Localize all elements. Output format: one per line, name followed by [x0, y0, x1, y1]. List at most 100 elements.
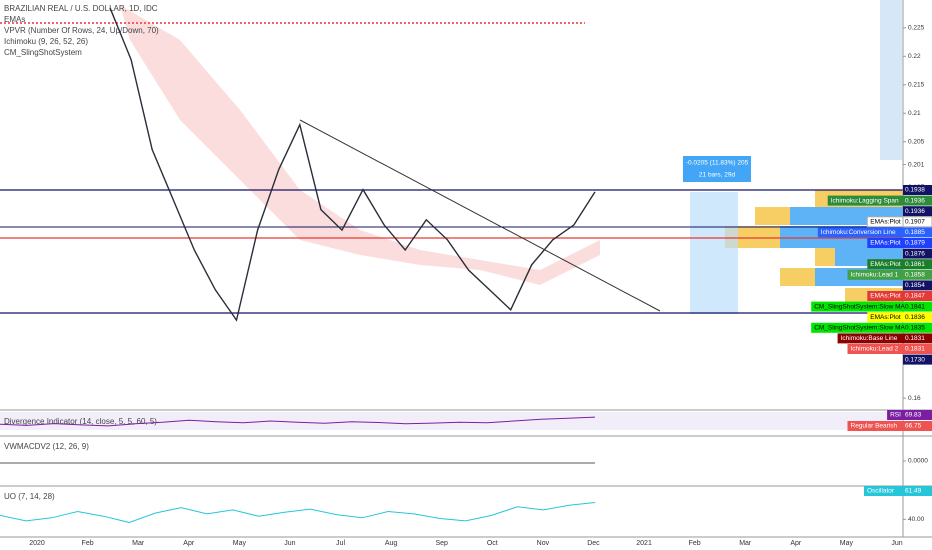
x-tick-label: Nov — [537, 540, 550, 547]
y-tick-label: 0.201 — [908, 161, 925, 168]
y-tick-label: 40.00 — [908, 516, 925, 523]
price-tag-value: 0.1847 — [905, 293, 925, 300]
line-series — [0, 416, 596, 427]
price-tag — [903, 206, 932, 217]
y-tick-label: 0.16 — [908, 395, 921, 402]
x-tick-label: Apr — [790, 540, 802, 547]
legend-item: VPVR (Number Of Rows, 24, Up/Down, 70) — [4, 26, 159, 35]
price-tag — [903, 185, 932, 195]
line-series — [109, 7, 596, 322]
x-tick-label: Apr — [183, 540, 195, 547]
y-tick-label: 0.225 — [908, 25, 925, 32]
price-tag — [903, 291, 932, 301]
price-tag-value: 0.1938 — [905, 187, 925, 194]
legend-item: Ichimoku (9, 26, 52, 26) — [4, 37, 88, 46]
price-tag-label — [866, 216, 904, 228]
price-tag-value: 0.1835 — [905, 325, 925, 332]
price-tag-label — [847, 344, 903, 354]
pane-title: VWMACDV2 (12, 26, 9) — [4, 442, 89, 451]
measure-text: 21 bars, 29d — [699, 172, 736, 179]
price-tag-name: Ichimoku:Lead 2 — [851, 346, 899, 353]
price-tag-value: 0.1836 — [905, 314, 925, 321]
price-tag-label — [867, 312, 903, 323]
pane-tag-value: 69.83 — [905, 412, 922, 419]
price-tag-name: EMAs:Plot — [870, 293, 901, 300]
price-tag-value: 0.1936 — [905, 208, 925, 215]
x-tick-label: 2021 — [636, 540, 652, 547]
y-tick-label: 0.21 — [908, 110, 921, 117]
price-tag-name: CM_SlingShotSystem:Slow MA — [814, 325, 905, 332]
price-tag-value: 0.1841 — [905, 303, 925, 310]
price-tag — [903, 322, 932, 333]
price-tag-label — [837, 333, 903, 344]
pane-title: UO (7, 14, 28) — [4, 492, 55, 501]
pane-tag-value: 66.75 — [905, 423, 922, 430]
price-tag-name: EMAs:Plot — [870, 240, 901, 247]
x-tick-label: May — [233, 540, 247, 547]
x-tick-label: Feb — [82, 540, 94, 547]
pane-tag — [887, 410, 932, 420]
x-tick-label: Aug — [385, 540, 398, 547]
price-tag-value: 0.1879 — [905, 240, 925, 247]
price-tag — [903, 269, 932, 280]
price-tag-name: CM_SlingShotSystem:Slow MA — [814, 303, 905, 310]
price-tag — [903, 195, 932, 206]
price-tag-value: 0.1854 — [905, 282, 925, 289]
measure-label — [683, 156, 751, 182]
price-tag-label — [867, 238, 903, 248]
x-tick-label: Jun — [891, 540, 902, 547]
price-tag-name: Ichimoku:Lagging Span — [831, 197, 899, 204]
x-tick-label: Dec — [587, 540, 600, 547]
price-tag-value: 0.1831 — [905, 346, 925, 353]
price-tag-value: 0.1936 — [905, 197, 925, 204]
pane-tag-name: Oscillator — [867, 488, 895, 495]
price-tag-value: 0.1876 — [905, 250, 925, 257]
price-tag-value: 0.1907 — [905, 219, 925, 226]
price-tag-value: 0.1858 — [905, 272, 925, 279]
price-tag — [903, 344, 932, 354]
x-tick-label: Feb — [689, 540, 701, 547]
y-tick-label: 0.22 — [908, 53, 921, 60]
ichimoku-cloud — [120, 5, 600, 285]
pane-tag-value: 61.49 — [905, 488, 922, 495]
pane-title: Divergence Indicator (14, close, 5, 5, 6… — [4, 417, 157, 426]
price-tag — [903, 354, 932, 365]
price-tag-label — [867, 259, 903, 270]
price-tag — [903, 312, 932, 323]
price-tag-value: 0.1831 — [905, 335, 925, 342]
pane-tag — [847, 421, 932, 431]
x-tick-label: Oct — [487, 540, 498, 547]
price-tag-label — [811, 322, 903, 333]
vp-bar — [880, 0, 902, 160]
price-tag-name: EMAs:Plot — [870, 219, 901, 226]
price-tag — [903, 333, 932, 344]
price-tag-value: 0.1885 — [905, 229, 925, 236]
x-tick-label: Jun — [284, 540, 295, 547]
price-tag-name: Ichimoku:Conversion Line — [821, 229, 896, 236]
price-tag-label — [811, 301, 903, 312]
y-tick-label: 0.0000 — [908, 458, 928, 465]
price-tag — [903, 227, 932, 238]
pane-tag-name: Regular Bearish — [851, 423, 898, 430]
price-tag-label — [867, 291, 903, 301]
legend-item: EMAs — [4, 15, 25, 24]
price-tag-name: Ichimoku:Base Line — [841, 335, 898, 342]
y-tick-label: 0.215 — [908, 81, 925, 88]
x-tick-label: 2020 — [29, 540, 45, 547]
price-tag — [903, 301, 932, 312]
rsi-band — [0, 412, 903, 430]
x-tick-label: May — [840, 540, 854, 547]
measure-text: -0.0205 (11.83%) 205 — [686, 160, 749, 167]
price-tag-value: 0.1861 — [905, 261, 925, 268]
x-tick-label: Mar — [132, 540, 145, 547]
x-tick-label: Jul — [336, 540, 345, 547]
price-tag-label — [827, 195, 903, 206]
price-tag-name: EMAs:Plot — [870, 261, 901, 268]
price-tag-value: 0.1730 — [905, 356, 925, 363]
price-tag — [903, 259, 932, 270]
price-tag-label — [817, 227, 903, 238]
price-tag — [903, 238, 932, 248]
